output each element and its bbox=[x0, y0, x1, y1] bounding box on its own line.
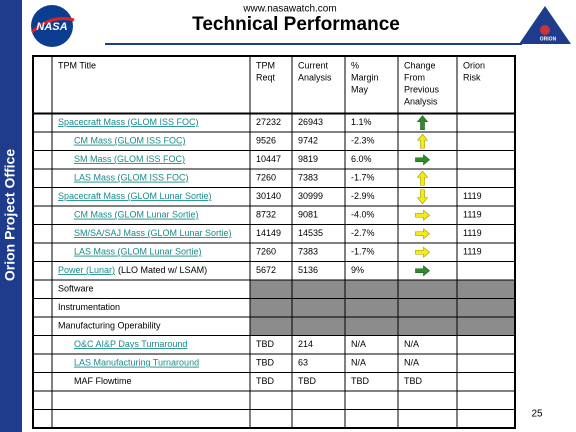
cell-margin: -1.7% bbox=[351, 173, 375, 183]
cell-reqt: 10447 bbox=[256, 154, 281, 164]
cell-reqt: 9526 bbox=[256, 136, 276, 146]
cell-change: TBD bbox=[404, 376, 423, 386]
orion-logo: ORION bbox=[519, 6, 571, 44]
tpm-title: Software bbox=[58, 284, 94, 294]
column-header: From bbox=[404, 72, 425, 82]
table-frame bbox=[32, 112, 516, 429]
cell-reqt: 8732 bbox=[256, 210, 276, 220]
cell-risk: 1119 bbox=[463, 191, 482, 201]
cell-reqt: 7260 bbox=[256, 247, 276, 257]
side-label: Orion Project Office bbox=[2, 149, 18, 281]
cell-risk: 1119 bbox=[463, 247, 482, 257]
tpm-title: Power (Lunar) bbox=[58, 265, 115, 275]
tpm-title: CM Mass (GLOM Lunar Sortie) bbox=[74, 210, 199, 220]
trend-arrow bbox=[415, 265, 430, 277]
column-header: Orion bbox=[463, 60, 485, 70]
trend-arrow bbox=[415, 228, 430, 240]
cell-margin: TBD bbox=[351, 376, 370, 386]
cell-margin: -2.7% bbox=[351, 228, 375, 238]
cell-reqt: TBD bbox=[256, 376, 275, 386]
side-bar bbox=[0, 0, 22, 432]
shaded-cell bbox=[250, 280, 515, 299]
cell-current: 7383 bbox=[298, 247, 318, 257]
cell-current: 14535 bbox=[298, 228, 323, 238]
tpm-title: MAF Flowtime bbox=[74, 376, 132, 386]
page-number: 25 bbox=[531, 409, 543, 420]
cell-current: 26943 bbox=[298, 117, 323, 127]
cell-margin: -4.0% bbox=[351, 210, 375, 220]
column-header: Current bbox=[298, 60, 329, 70]
column-header: Analysis bbox=[404, 96, 438, 106]
column-header: May bbox=[351, 84, 369, 94]
column-header: Change bbox=[404, 60, 436, 70]
cell-change: N/A bbox=[404, 339, 419, 349]
cell-margin: 9% bbox=[351, 265, 364, 275]
column-header: Analysis bbox=[298, 72, 332, 82]
trend-arrow bbox=[416, 115, 429, 131]
cell-margin: N/A bbox=[351, 339, 366, 349]
tpm-title: Spacecraft Mass (GLOM Lunar Sortie) bbox=[58, 191, 212, 201]
cell-current: 7383 bbox=[298, 173, 318, 183]
cell-current: 9081 bbox=[298, 210, 318, 220]
tpm-title: CM Mass (GLOM ISS FOC) bbox=[74, 136, 186, 146]
column-header: Previous bbox=[404, 84, 440, 94]
cell-risk: 1119 bbox=[463, 210, 482, 220]
tpm-title: SM Mass (GLOM ISS FOC) bbox=[74, 154, 185, 164]
cell-margin: 6.0% bbox=[351, 154, 372, 164]
cell-reqt: 7260 bbox=[256, 173, 276, 183]
tpm-title: Instrumentation bbox=[58, 302, 120, 312]
shaded-cell bbox=[250, 298, 515, 317]
cell-current: 5136 bbox=[298, 265, 318, 275]
cell-reqt: 14149 bbox=[256, 228, 281, 238]
tpm-title: LAS Manufacturing Turnaround bbox=[74, 358, 199, 368]
cell-margin: -2.3% bbox=[351, 136, 375, 146]
slide-title: Technical Performance bbox=[192, 14, 400, 35]
cell-current: 63 bbox=[298, 358, 308, 368]
column-header: Margin bbox=[351, 72, 379, 82]
trend-arrow bbox=[415, 154, 430, 166]
tpm-title: LAS Mass (GLOM ISS FOC) bbox=[74, 173, 189, 183]
cell-current: 9742 bbox=[298, 136, 318, 146]
cell-reqt: 27232 bbox=[256, 117, 281, 127]
tpm-title: LAS Mass (GLOM Lunar Sortie) bbox=[74, 247, 202, 257]
cell-reqt: 5672 bbox=[256, 265, 276, 275]
cell-reqt: TBD bbox=[256, 358, 275, 368]
trend-arrow bbox=[416, 189, 429, 205]
cell-current: 30999 bbox=[298, 191, 323, 201]
nasa-text: NASA bbox=[36, 21, 67, 33]
tpm-title: O&C AI&P Days Turnaround bbox=[74, 339, 187, 349]
cell-change: N/A bbox=[404, 358, 419, 368]
column-header: TPM Title bbox=[58, 60, 96, 70]
trend-arrow bbox=[415, 246, 430, 258]
column-header: % bbox=[351, 60, 359, 70]
cell-risk: 1119 bbox=[463, 228, 482, 238]
column-header: Reqt bbox=[256, 72, 276, 82]
cell-current: TBD bbox=[298, 376, 317, 386]
shaded-cell bbox=[250, 317, 515, 336]
url: www.nasawatch.com bbox=[242, 4, 336, 15]
cell-margin: 1.1% bbox=[351, 117, 372, 127]
cell-margin: -1.7% bbox=[351, 247, 375, 257]
column-header: Risk bbox=[463, 72, 481, 82]
tpm-title: SM/SA/SAJ Mass (GLOM Lunar Sortie) bbox=[74, 228, 232, 238]
table: TPM Title TPM Reqt Current Analysis% Margin Ma… bbox=[32, 55, 516, 429]
nasa-logo: NASA bbox=[30, 5, 75, 47]
column-header: TPM bbox=[256, 60, 275, 70]
cell-margin: N/A bbox=[351, 358, 366, 368]
trend-arrow bbox=[416, 133, 429, 149]
cell-reqt: TBD bbox=[256, 339, 275, 349]
tpm-note: (LLO Mated w/ LSAM) bbox=[118, 265, 207, 275]
cell-reqt: 30140 bbox=[256, 191, 281, 201]
tpm-title: Spacecraft Mass (GLOM ISS FOC) bbox=[58, 117, 199, 127]
trend-arrow bbox=[416, 170, 429, 186]
cell-current: 214 bbox=[298, 339, 313, 349]
cell-current: 9819 bbox=[298, 154, 318, 164]
tpm-title: Manufacturing Operability bbox=[58, 321, 161, 331]
trend-arrow bbox=[415, 209, 430, 221]
cell-margin: -2.9% bbox=[351, 191, 375, 201]
orion-text: ORION bbox=[540, 36, 557, 42]
